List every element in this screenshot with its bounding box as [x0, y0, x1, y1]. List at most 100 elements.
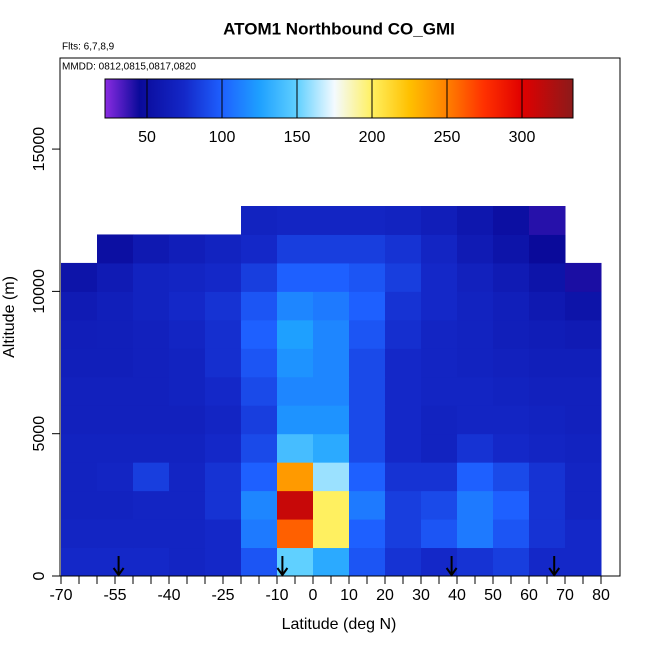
heat-cell: [313, 206, 350, 235]
heat-cell: [133, 433, 170, 463]
heat-cell: [421, 490, 458, 520]
heat-cell: [493, 490, 530, 520]
heat-cell: [493, 319, 530, 349]
heat-cell: [97, 291, 134, 321]
heat-cell: [349, 262, 386, 292]
heat-cell: [313, 547, 350, 577]
heat-cell: [529, 462, 566, 492]
arrow-head: [276, 567, 289, 577]
heat-cell: [205, 348, 242, 378]
heat-cell: [277, 405, 314, 435]
heat-cell: [421, 234, 458, 264]
heat-cell: [277, 291, 314, 321]
heat-cell: [349, 291, 386, 321]
heat-cell: [565, 262, 602, 292]
heat-cell: [385, 348, 422, 378]
heat-cell: [241, 433, 278, 463]
heat-cell: [61, 519, 98, 549]
x-tick-label: 30: [412, 587, 430, 604]
y-tick-label: 5000: [31, 416, 48, 452]
heat-cell: [169, 234, 206, 264]
heat-cell: [529, 376, 566, 406]
heat-cell: [241, 376, 278, 406]
arrow: [445, 556, 458, 577]
heat-cell: [61, 291, 98, 321]
heat-cell: [205, 519, 242, 549]
heat-cell: [565, 547, 602, 577]
heat-cell: [385, 206, 422, 235]
heat-cell: [169, 376, 206, 406]
heat-cell: [493, 348, 530, 378]
heat-cell: [277, 462, 314, 492]
heat-cell: [529, 490, 566, 520]
heat-cell: [277, 348, 314, 378]
heat-cell: [313, 405, 350, 435]
x-tick-label: -25: [211, 587, 234, 604]
heat-cell: [421, 376, 458, 406]
heat-cell: [205, 405, 242, 435]
heat-cell: [385, 433, 422, 463]
y-axis-label: Altitude (m): [1, 276, 18, 358]
x-tick-label: 50: [484, 587, 502, 604]
heat-cell: [457, 462, 494, 492]
heat-cell: [205, 433, 242, 463]
heat-cell: [421, 206, 458, 235]
heat-cell: [133, 490, 170, 520]
heat-cell: [313, 490, 350, 520]
heat-cell: [349, 348, 386, 378]
heat-cell: [133, 291, 170, 321]
x-tick-label: 10: [340, 587, 358, 604]
heat-cell: [277, 234, 314, 264]
heat-cell: [493, 405, 530, 435]
heat-cell: [133, 547, 170, 577]
heat-cell: [205, 547, 242, 577]
heat-cell: [61, 262, 98, 292]
y-tick-label: 0: [31, 571, 48, 580]
heat-cell: [241, 319, 278, 349]
y-tick-label: 10000: [31, 269, 48, 314]
arrow: [112, 556, 125, 577]
heat-cell: [385, 490, 422, 520]
heat-cell: [97, 519, 134, 549]
heat-cell: [457, 433, 494, 463]
heat-cell: [457, 405, 494, 435]
heat-cell: [205, 319, 242, 349]
heat-cell: [529, 291, 566, 321]
heat-cell: [133, 376, 170, 406]
x-tick-label: -10: [265, 587, 288, 604]
y-tick-label: 15000: [31, 127, 48, 172]
heat-cell: [529, 234, 566, 264]
heat-cell: [205, 234, 242, 264]
heat-cell: [277, 319, 314, 349]
heat-cell: [133, 234, 170, 264]
heat-cell: [61, 462, 98, 492]
heat-cell: [133, 405, 170, 435]
heat-cell: [493, 547, 530, 577]
heat-cell: [421, 291, 458, 321]
heat-cell: [493, 206, 530, 235]
arrow: [548, 556, 561, 577]
heat-cell: [313, 433, 350, 463]
heat-cell: [529, 547, 566, 577]
heat-cell: [565, 405, 602, 435]
heat-cell: [169, 519, 206, 549]
heat-cell: [241, 462, 278, 492]
heat-cell: [349, 433, 386, 463]
heat-cell: [565, 519, 602, 549]
heat-cell: [97, 319, 134, 349]
heat-cell: [241, 547, 278, 577]
heat-cell: [421, 462, 458, 492]
x-tick-label: 60: [520, 587, 538, 604]
annotation: MMDD: 0812,0815,0817,0820: [62, 62, 196, 73]
heat-cell: [277, 490, 314, 520]
heat-cell: [205, 291, 242, 321]
heat-cell: [385, 262, 422, 292]
heat-cell: [349, 376, 386, 406]
x-axis-label: Latitude (deg N): [282, 616, 397, 633]
heat-cell: [241, 405, 278, 435]
heat-cell: [457, 519, 494, 549]
heat-cell: [97, 433, 134, 463]
heat-cell: [97, 462, 134, 492]
heat-cell: [97, 234, 134, 264]
